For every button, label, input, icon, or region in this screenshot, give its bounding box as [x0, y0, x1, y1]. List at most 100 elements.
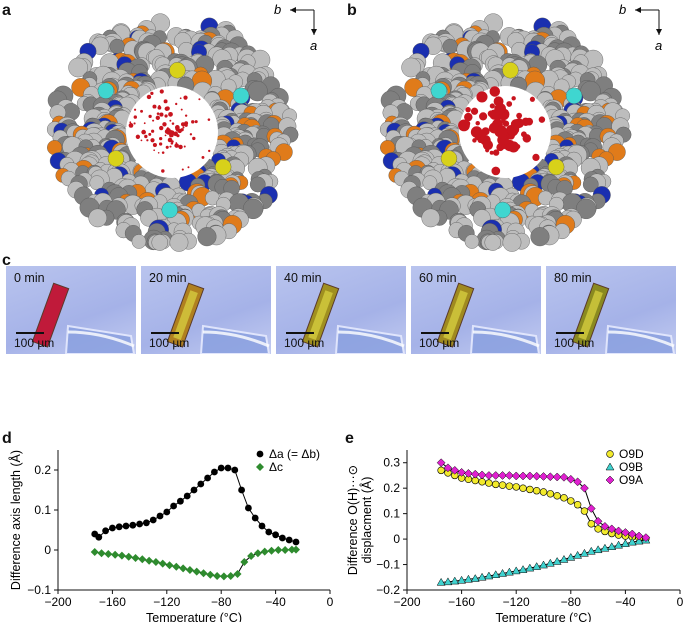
data-point [211, 468, 218, 476]
guest-density [492, 149, 500, 156]
guest-density [157, 105, 162, 110]
guest-density [184, 123, 188, 127]
guest-density [491, 166, 501, 176]
guest-density [485, 148, 490, 153]
crystal-image [436, 282, 541, 354]
atom-sphere [151, 234, 169, 251]
data-point [586, 504, 596, 513]
data-point [512, 483, 520, 491]
x-tick-label: 0 [327, 595, 334, 609]
guest-density [192, 136, 196, 141]
guest-density [129, 121, 132, 124]
guest-density [183, 95, 188, 100]
guest-density [464, 120, 471, 127]
axis-label-b-b: b [619, 2, 626, 17]
guest-density [148, 114, 152, 119]
guest-density [191, 120, 195, 124]
guest-density [476, 91, 488, 103]
guest-density [174, 143, 179, 148]
guest-density [208, 149, 211, 153]
data-point [233, 570, 242, 578]
guest-density [184, 114, 188, 117]
data-point [149, 516, 157, 524]
atom-sphere [169, 62, 186, 79]
guest-density [153, 149, 155, 152]
data-point [641, 533, 651, 542]
data-point [580, 548, 589, 557]
micrograph: 60 min 100 µm [411, 266, 541, 354]
data-point [553, 492, 561, 500]
guest-density [538, 116, 546, 123]
data-point [272, 531, 279, 539]
data-point [532, 487, 541, 495]
y-axis-label: Difference axis length (Å) [8, 450, 23, 590]
data-point [265, 528, 273, 536]
data-point [292, 538, 300, 546]
guest-density [156, 112, 160, 116]
atom-sphere [249, 176, 266, 193]
data-point [104, 550, 113, 558]
data-point [539, 472, 548, 481]
guest-density [489, 103, 495, 109]
data-point [436, 577, 446, 586]
data-point [573, 477, 582, 487]
guest-density [152, 119, 155, 122]
data-point [240, 558, 249, 566]
data-point [206, 570, 215, 579]
series-1 [436, 535, 651, 586]
guest-density [167, 137, 173, 143]
data-point [165, 561, 174, 570]
data-point [634, 536, 644, 545]
atom-sphere [464, 234, 480, 249]
guest-density [173, 131, 179, 137]
guest-density [187, 166, 190, 169]
data-point [505, 471, 514, 480]
data-point [274, 546, 283, 554]
data-point [511, 471, 521, 481]
guest-density [135, 134, 141, 139]
data-point [95, 533, 103, 541]
data-point [525, 471, 535, 481]
y-tick-label: −0.1 [376, 558, 400, 572]
guest-density [150, 91, 154, 96]
x-tick-label: −80 [561, 595, 582, 609]
data-point [586, 546, 596, 555]
data-point [253, 549, 262, 558]
data-point [607, 542, 617, 550]
atom-sphere [242, 198, 264, 220]
data-point [226, 572, 235, 580]
atom-sphere [197, 227, 217, 247]
x-axis-label: Temperature (°C) [496, 611, 592, 622]
guest-density [150, 138, 155, 143]
axis-label-a-a: a [310, 38, 317, 53]
series-0 [91, 464, 300, 546]
data-point [217, 464, 225, 472]
micrograph-time: 20 min [149, 271, 187, 285]
panel-label-c: c [2, 252, 11, 269]
atom-sphere [494, 201, 511, 219]
data-point [190, 486, 198, 494]
data-point [634, 531, 644, 541]
data-point [580, 483, 589, 493]
guest-density [179, 97, 182, 100]
guest-density [164, 134, 167, 137]
legend-entry: Δa (= Δb) [269, 447, 320, 461]
data-point [559, 554, 569, 563]
atom-sphere [214, 158, 232, 176]
data-point [566, 474, 576, 484]
atom-sphere [232, 87, 250, 104]
data-point [526, 485, 534, 494]
data-point [138, 555, 147, 564]
guest-density [165, 145, 169, 149]
y-tick-label: 0 [44, 543, 51, 557]
data-point [600, 543, 610, 552]
atom-sphere [547, 158, 565, 176]
x-tick-label: −160 [99, 595, 126, 609]
atom-sphere [502, 233, 522, 252]
guest-density [155, 115, 160, 120]
guest-density [159, 112, 164, 117]
data-point [560, 494, 568, 502]
atom-sphere [430, 82, 448, 99]
data-point [443, 463, 453, 473]
guest-density [487, 110, 495, 118]
